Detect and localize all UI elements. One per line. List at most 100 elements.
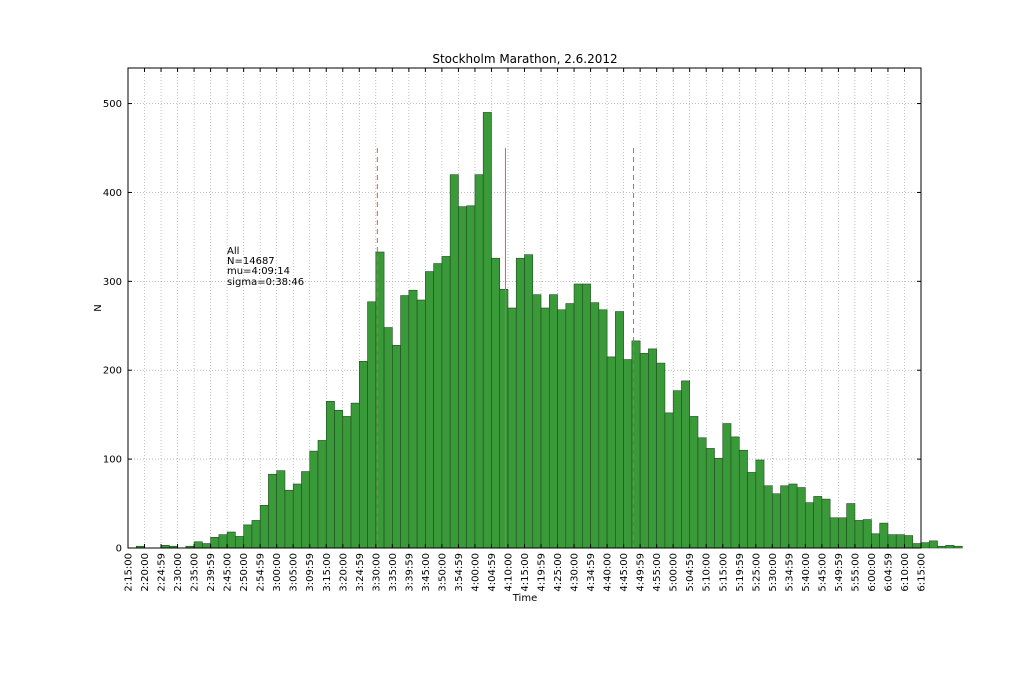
y-tick-label: 100 bbox=[103, 455, 122, 466]
histogram-bar bbox=[788, 483, 798, 549]
histogram-bar bbox=[730, 436, 740, 549]
histogram-bar bbox=[358, 361, 368, 549]
histogram-bar bbox=[862, 519, 872, 549]
x-tick-label: 5:55:00 bbox=[850, 553, 861, 592]
histogram-bar bbox=[928, 540, 938, 549]
histogram-bar bbox=[854, 520, 864, 549]
x-tick-label: 5:04:59 bbox=[685, 553, 696, 592]
histogram-bar bbox=[697, 437, 707, 549]
histogram-bar bbox=[268, 473, 277, 549]
histogram-bar bbox=[838, 517, 847, 549]
histogram-bar bbox=[317, 440, 327, 549]
histogram-bar bbox=[202, 543, 211, 549]
reference-lines bbox=[376, 148, 635, 548]
annotation-line-mu: mu=4:09:14 bbox=[227, 266, 290, 277]
histogram-bar bbox=[441, 256, 451, 549]
x-tick-label: 5:34:59 bbox=[784, 553, 795, 592]
x-tick-label: 3:50:00 bbox=[437, 553, 448, 592]
histogram-bar bbox=[392, 345, 401, 549]
x-tick-label: 5:10:00 bbox=[702, 553, 713, 592]
histogram-bar bbox=[292, 483, 302, 549]
histogram-bar bbox=[243, 524, 253, 549]
x-tick-label: 5:30:00 bbox=[768, 553, 779, 592]
histogram-bar bbox=[433, 263, 443, 549]
histogram-bar bbox=[474, 174, 484, 549]
x-tick-label: 6:10:00 bbox=[900, 553, 911, 592]
x-tick-label: 5:45:00 bbox=[817, 553, 828, 592]
histogram-bar bbox=[466, 205, 476, 549]
histogram-bar bbox=[524, 254, 534, 549]
histogram-bar bbox=[218, 534, 228, 549]
histogram-bar bbox=[193, 541, 203, 549]
histogram-bar bbox=[722, 423, 732, 549]
histogram-bar bbox=[648, 348, 657, 549]
histogram-bar bbox=[738, 449, 748, 549]
x-tick-label: 6:04:59 bbox=[883, 553, 894, 592]
x-tick-label: 4:04:59 bbox=[487, 553, 498, 592]
histogram-bar bbox=[879, 522, 889, 549]
x-tick-label: 6:00:00 bbox=[867, 553, 878, 592]
histogram-bar bbox=[367, 301, 377, 549]
y-tick-label: 500 bbox=[103, 99, 122, 110]
histogram-bar bbox=[342, 416, 352, 549]
x-tick-label: 4:55:00 bbox=[652, 553, 663, 592]
histogram-bar bbox=[656, 362, 666, 549]
histogram-bar bbox=[895, 534, 905, 549]
histogram-bar bbox=[582, 283, 591, 549]
x-tick-label: 4:10:00 bbox=[503, 553, 514, 592]
y-tick-label: 0 bbox=[116, 544, 122, 555]
annotation-line-all: All bbox=[227, 246, 239, 257]
histogram-bar bbox=[210, 537, 220, 549]
histogram-bar bbox=[920, 542, 930, 549]
histogram-bar bbox=[772, 493, 781, 549]
x-tick-label: 2:35:00 bbox=[190, 553, 201, 592]
histogram-bar bbox=[615, 311, 624, 549]
x-tick-label: 4:00:00 bbox=[470, 553, 481, 592]
annotation-line-sigma: sigma=0:38:46 bbox=[227, 277, 304, 288]
x-tick-label: 4:45:00 bbox=[619, 553, 630, 592]
histogram-bar bbox=[416, 299, 426, 549]
histogram-bar bbox=[912, 543, 922, 549]
annotation-line-n: N=14687 bbox=[227, 256, 275, 267]
histogram-bar bbox=[540, 307, 550, 549]
histogram-bar bbox=[226, 531, 236, 549]
histogram-bar bbox=[639, 353, 649, 549]
histogram-bar bbox=[590, 302, 600, 549]
x-axis-ticks: 2:15:00 2:20:00 2:24:59 2:30:00 2:35:00 2:39:… bbox=[124, 68, 928, 592]
x-tick-label: 3:24:59 bbox=[355, 553, 366, 592]
histogram-bar bbox=[350, 402, 360, 549]
x-tick-label: 5:00:00 bbox=[669, 553, 680, 592]
x-tick-label: 5:49:59 bbox=[834, 553, 845, 592]
x-tick-label: 4:25:00 bbox=[553, 553, 564, 592]
histogram-bar bbox=[606, 356, 616, 549]
histogram-bar bbox=[499, 289, 509, 549]
histogram-bar bbox=[251, 520, 261, 549]
y-tick-label: 400 bbox=[103, 188, 122, 199]
y-tick-label: 200 bbox=[103, 366, 122, 377]
histogram-bar bbox=[235, 536, 244, 549]
x-tick-label: 4:19:59 bbox=[537, 553, 548, 592]
histogram-bar bbox=[259, 505, 269, 549]
histogram-bar bbox=[408, 289, 418, 549]
histogram-bar bbox=[623, 359, 633, 549]
x-tick-label: 3:15:00 bbox=[322, 553, 333, 592]
histogram-bar bbox=[565, 303, 575, 549]
histogram-bar bbox=[598, 309, 608, 549]
x-tick-label: 2:54:59 bbox=[256, 553, 267, 592]
histogram-bar bbox=[681, 380, 691, 549]
histogram-bar bbox=[425, 271, 434, 549]
x-tick-label: 4:49:59 bbox=[636, 553, 647, 592]
histogram-bar bbox=[672, 390, 682, 549]
x-tick-label: 2:45:00 bbox=[223, 553, 234, 592]
histogram-bar bbox=[309, 450, 319, 549]
x-tick-label: 5:40:00 bbox=[801, 553, 812, 592]
histogram-bar bbox=[796, 487, 806, 549]
histogram-bar bbox=[631, 340, 641, 549]
histogram-bar bbox=[449, 174, 459, 549]
histogram-bar bbox=[813, 496, 823, 549]
x-tick-label: 3:45:00 bbox=[421, 553, 432, 592]
x-tick-label: 5:25:00 bbox=[751, 553, 762, 592]
histogram-bar bbox=[557, 309, 567, 549]
histogram-bar bbox=[780, 485, 790, 549]
